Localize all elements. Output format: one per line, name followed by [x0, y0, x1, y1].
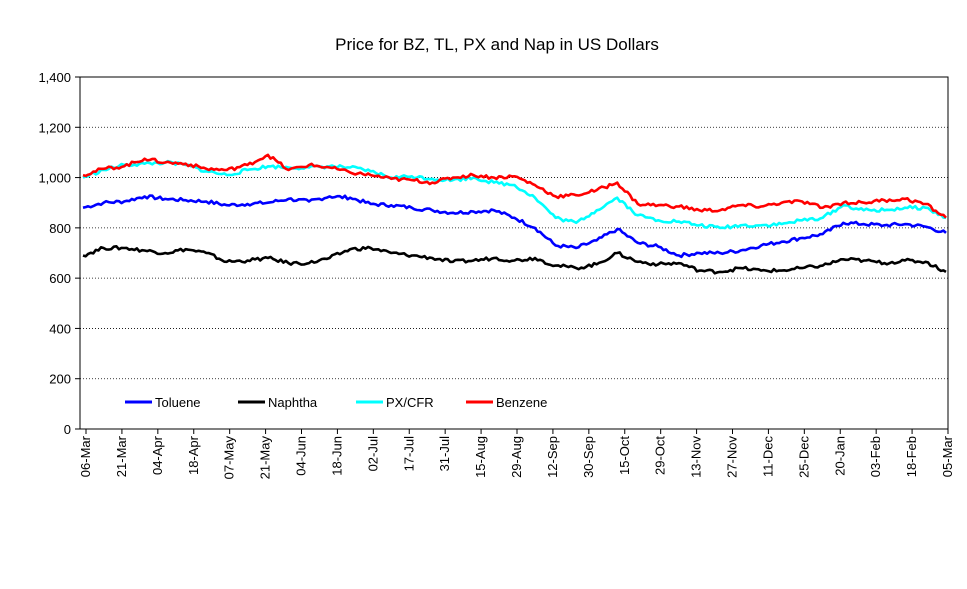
- x-tick-label: 18-Feb: [904, 436, 919, 477]
- x-tick-label: 27-Nov: [725, 436, 740, 478]
- y-tick-label: 1,400: [38, 70, 71, 85]
- x-tick-label: 11-Dec: [760, 436, 775, 477]
- legend-label: Toluene: [155, 395, 201, 410]
- series-line-toluene: [82, 194, 947, 259]
- x-tick-label: 29-Oct: [653, 436, 668, 475]
- x-tick-label: 15-Aug: [473, 436, 488, 478]
- y-tick-label: 600: [49, 271, 71, 286]
- series-line-benzene: [82, 153, 947, 219]
- x-tick-label: 04-Apr: [150, 435, 165, 475]
- legend-label: PX/CFR: [386, 395, 434, 410]
- x-tick-label: 17-Jul: [401, 436, 416, 472]
- x-tick-label: 31-Jul: [437, 436, 452, 472]
- x-tick-label: 07-May: [222, 436, 237, 480]
- x-tick-label: 06-Mar: [78, 435, 93, 477]
- x-tick-label: 12-Sep: [545, 436, 560, 478]
- y-tick-label: 400: [49, 321, 71, 336]
- x-tick-label: 21-Mar: [114, 435, 129, 477]
- x-tick-label: 02-Jul: [365, 436, 380, 472]
- series-line-naphtha: [82, 245, 947, 275]
- chart-title: Price for BZ, TL, PX and Nap in US Dolla…: [335, 35, 659, 54]
- x-tick-label: 18-Apr: [186, 435, 201, 475]
- grid-lines: [80, 126, 948, 380]
- series-lines: [82, 153, 947, 275]
- x-tick-label: 15-Oct: [617, 436, 632, 475]
- plot-area: [79, 76, 949, 430]
- x-tick-label: 05-Mar: [940, 435, 955, 477]
- x-tick-label: 29-Aug: [509, 436, 524, 478]
- y-tick-label: 1,200: [38, 120, 71, 135]
- x-tick-label: 21-May: [258, 436, 273, 480]
- y-tick-label: 800: [49, 221, 71, 236]
- y-tick-label: 1,000: [38, 171, 71, 186]
- x-tick-label: 25-Dec: [796, 436, 811, 478]
- x-tick-label: 13-Nov: [689, 436, 704, 478]
- y-tick-label: 200: [49, 372, 71, 387]
- y-tick-label: 0: [64, 422, 71, 437]
- x-tick-label: 04-Jun: [294, 436, 309, 476]
- series-line-pxcfr: [82, 159, 947, 230]
- y-axis: 0 200 400 600 800 1,000 1,200 1,400: [38, 70, 80, 437]
- x-tick-label: 03-Feb: [868, 436, 883, 477]
- legend: Toluene Naphtha PX/CFR Benzene: [125, 395, 547, 410]
- x-tick-label: 18-Jun: [329, 436, 344, 476]
- x-tick-label: 20-Jan: [832, 436, 847, 476]
- legend-label: Benzene: [496, 395, 547, 410]
- x-axis: 06-Mar 21-Mar 04-Apr 18-Apr 07-May 21-May 04-J…: [78, 429, 955, 479]
- x-tick-label: 30-Sep: [581, 436, 596, 478]
- legend-label: Naphtha: [268, 395, 318, 410]
